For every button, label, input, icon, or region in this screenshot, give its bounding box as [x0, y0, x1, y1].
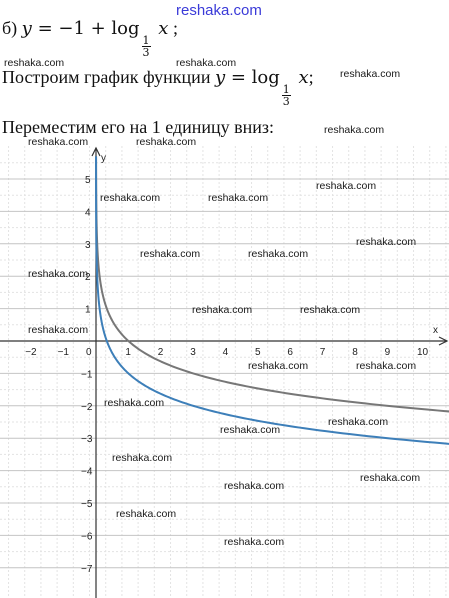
var-x: x: [298, 67, 309, 88]
site-watermark: reshaka.com: [176, 2, 262, 19]
x-tick-label: 10: [417, 347, 429, 358]
watermark: reshaka.com: [136, 136, 197, 148]
x-tick-label: 3: [190, 347, 196, 358]
watermark: reshaka.com: [316, 180, 377, 192]
watermark: reshaka.com: [192, 304, 253, 316]
watermark: reshaka.com: [248, 360, 309, 372]
watermark: reshaka.com: [324, 124, 385, 136]
tick-labels: x y −2 −1 0 1 2 3 4 5 6 7 8 9 10 −7 −6 −5 −4 −3 −2 −1 1 2 3 4 5: [25, 153, 438, 575]
watermark: reshaka.com: [220, 424, 281, 436]
y-tick-label: −6: [81, 531, 93, 542]
y-tick-label: −5: [81, 499, 93, 510]
y-axis-label: y: [101, 153, 106, 164]
y-axis-arrow: [91, 146, 101, 157]
x-tick-label: −2: [25, 347, 37, 358]
var-y: y: [21, 18, 32, 39]
watermark: reshaka.com: [356, 236, 417, 248]
watermark: reshaka.com: [208, 192, 269, 204]
watermark: reshaka.com: [340, 68, 401, 80]
x-axis-arrow: [438, 336, 449, 346]
x-tick-label: 5: [255, 347, 261, 358]
watermark: reshaka.com: [300, 304, 361, 316]
watermark: reshaka.com: [28, 136, 89, 148]
watermark: reshaka.com: [224, 536, 285, 548]
y-tick-label: 1: [85, 305, 91, 316]
var-y: y: [214, 67, 226, 88]
build-prefix: Построим график функции: [2, 67, 215, 87]
x-tick-label: −1: [58, 347, 70, 358]
watermark: reshaka.com: [28, 324, 89, 336]
watermark: reshaka.com: [248, 248, 309, 260]
formula-body: = −1 + log: [37, 18, 140, 39]
curve-log-shifted: [95, 156, 449, 445]
line-end: ;: [172, 18, 178, 38]
log-base-num: 1: [281, 83, 291, 96]
y-tick-label: 5: [85, 175, 91, 186]
task-label: б): [2, 18, 18, 38]
x-tick-label: 4: [223, 347, 229, 358]
watermark: reshaka.com: [176, 57, 237, 69]
log-base-den: 3: [142, 46, 150, 59]
x-tick-label: 0: [86, 347, 92, 358]
watermark: reshaka.com: [104, 397, 165, 409]
x-tick-label: 1: [125, 347, 131, 358]
watermark: reshaka.com: [360, 472, 421, 484]
y-tick-label: −3: [81, 434, 93, 445]
task-line: б) y = −1 + log 1 3 x ;: [2, 18, 178, 58]
watermark: reshaka.com: [356, 360, 417, 372]
watermark: reshaka.com: [28, 268, 89, 280]
watermark: reshaka.com: [116, 508, 177, 520]
watermark: reshaka.com: [112, 452, 173, 464]
y-tick-label: −2: [81, 402, 93, 413]
y-tick-label: 4: [85, 207, 91, 218]
build-line: Построим график функции y = log 1 3 x;: [2, 67, 314, 107]
y-tick-label: 3: [85, 240, 91, 251]
function-graph: x y −2 −1 0 1 2 3 4 5 6 7 8 9 10 −7 −6 −5 −4 −3 −2 −1 1 2 3 4 5: [0, 146, 449, 598]
y-tick-label: −4: [81, 467, 93, 478]
grid: [0, 146, 449, 598]
function-formula: y = −1 + log 1 3 x: [21, 18, 169, 58]
watermark: reshaka.com: [4, 57, 65, 69]
x-axis-label: x: [433, 325, 438, 336]
formula-body: = log: [230, 67, 280, 88]
x-tick-label: 8: [352, 347, 358, 358]
x-tick-label: 6: [287, 347, 293, 358]
shift-line: Переместим его на 1 единицу вниз:: [2, 117, 275, 137]
watermark: reshaka.com: [140, 248, 201, 260]
watermark: reshaka.com: [328, 416, 389, 428]
y-tick-label: −7: [81, 564, 93, 575]
log-base-den: 3: [282, 95, 290, 108]
x-tick-label: 2: [158, 347, 164, 358]
curves: [95, 156, 449, 445]
y-tick-label: −1: [81, 369, 93, 380]
x-tick-label: 7: [320, 347, 326, 358]
line-end: ;: [308, 67, 314, 87]
log-base-num: 1: [141, 34, 151, 47]
watermark: reshaka.com: [224, 480, 285, 492]
x-tick-label: 9: [385, 347, 391, 358]
y-tick-label: 2: [85, 272, 91, 283]
watermark: reshaka.com: [100, 192, 161, 204]
base-formula: y = log 1 3 x: [214, 67, 309, 107]
var-x: x: [158, 18, 169, 39]
